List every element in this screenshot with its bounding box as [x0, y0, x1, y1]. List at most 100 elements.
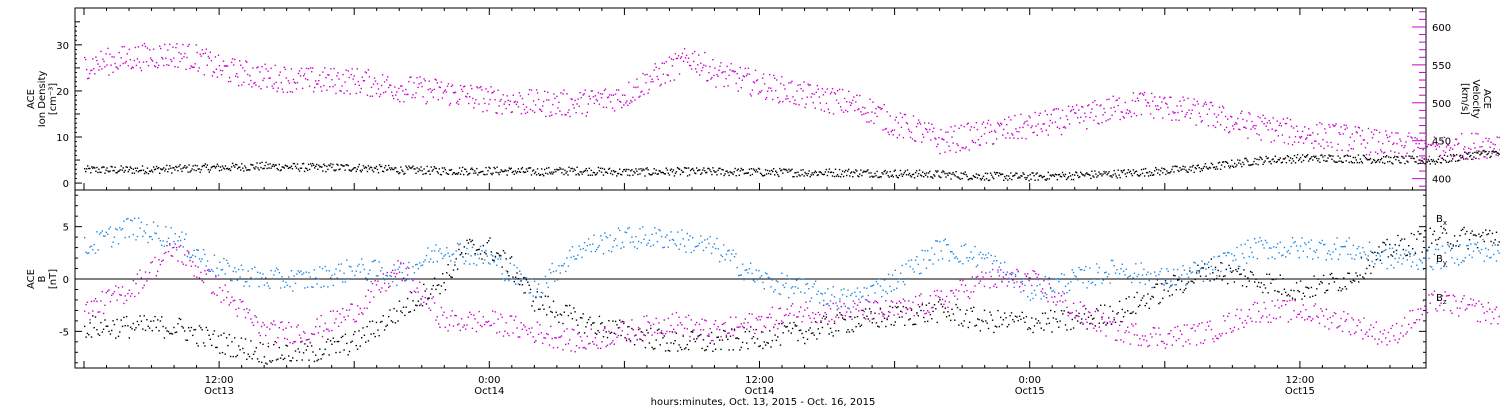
bx-point — [798, 329, 801, 332]
by-point — [1102, 279, 1105, 281]
by-point — [151, 238, 153, 241]
by-point — [801, 278, 803, 280]
by-point — [858, 298, 860, 300]
density-point — [509, 168, 511, 170]
density-point — [177, 170, 179, 172]
bx-point — [1410, 232, 1413, 235]
bx-point — [178, 317, 180, 320]
velocity-point — [1447, 144, 1450, 146]
density-point — [90, 172, 92, 174]
velocity-point — [1250, 128, 1252, 130]
density-point — [198, 168, 200, 170]
by-point — [893, 289, 895, 291]
density-point — [606, 172, 609, 174]
bx-point — [296, 359, 298, 362]
velocity-point — [892, 134, 894, 136]
density-point — [253, 167, 255, 169]
velocity-point — [909, 136, 912, 139]
density-point — [570, 167, 572, 170]
velocity-point — [187, 45, 189, 47]
density-point — [966, 175, 968, 178]
by-point — [324, 265, 326, 268]
bx-point — [692, 331, 694, 333]
density-point — [426, 165, 428, 168]
by-point — [421, 264, 424, 266]
bx-point — [1467, 248, 1469, 250]
density-point — [555, 170, 557, 173]
by-point — [462, 256, 464, 258]
bx-point — [1178, 278, 1180, 281]
by-point — [328, 270, 330, 272]
velocity-point — [1288, 136, 1291, 138]
bx-point — [1077, 320, 1079, 322]
velocity-point — [705, 65, 707, 67]
density-point — [1257, 163, 1259, 166]
density-point — [704, 170, 706, 172]
bx-point — [504, 252, 506, 254]
bx-point — [747, 348, 749, 350]
velocity-point — [1160, 107, 1162, 109]
velocity-point — [1063, 126, 1066, 128]
density-point — [454, 173, 457, 175]
by-point — [685, 251, 687, 253]
bx-point — [1493, 242, 1495, 244]
by-point — [108, 228, 110, 230]
density-point — [589, 174, 591, 176]
bx-point — [542, 304, 544, 306]
density-point — [968, 178, 970, 180]
density-point — [363, 167, 366, 169]
density-point — [228, 168, 231, 170]
density-point — [1135, 170, 1138, 172]
density-point — [403, 173, 405, 175]
velocity-point — [1470, 148, 1472, 150]
density-point — [175, 165, 177, 168]
velocity-point — [604, 88, 607, 90]
bx-point — [1293, 289, 1295, 292]
density-point — [412, 165, 414, 167]
bx-point — [328, 354, 330, 356]
velocity-point — [1234, 123, 1236, 126]
velocity-point — [1464, 146, 1466, 148]
bx-point — [955, 303, 957, 306]
density-point — [491, 173, 493, 176]
density-point — [1479, 154, 1481, 156]
by-point — [93, 243, 95, 246]
by-point — [193, 249, 195, 252]
density-point — [95, 170, 97, 172]
density-point — [601, 167, 604, 170]
velocity-point — [183, 56, 185, 58]
bx-point — [932, 310, 934, 313]
bx-point — [763, 341, 765, 343]
density-point — [1427, 159, 1429, 161]
density-point — [1399, 161, 1401, 164]
density-point — [546, 167, 548, 169]
velocity-point — [860, 111, 862, 113]
bx-point — [690, 331, 692, 333]
velocity-point — [1131, 99, 1134, 102]
density-point — [1404, 162, 1406, 165]
bx-point — [1064, 324, 1067, 326]
bx-point — [421, 305, 424, 307]
velocity-point — [449, 102, 452, 105]
bx-point — [1228, 264, 1230, 267]
density-point — [188, 164, 190, 166]
density-point — [826, 174, 829, 177]
velocity-point — [627, 104, 629, 106]
density-point — [599, 167, 602, 169]
density-point — [689, 169, 692, 172]
bx-point — [278, 346, 280, 349]
bx-point — [812, 332, 814, 334]
by-point — [550, 272, 552, 274]
bx-point — [1289, 295, 1291, 297]
density-point — [300, 167, 303, 169]
by-point — [1068, 289, 1071, 291]
density-point — [1126, 172, 1128, 174]
by-point — [198, 258, 201, 260]
density-point — [1363, 155, 1366, 157]
by-point — [1195, 270, 1198, 272]
velocity-point — [443, 90, 446, 92]
bx-point — [855, 326, 857, 328]
bx-point — [659, 344, 661, 346]
by-point — [829, 300, 832, 302]
bx-point — [908, 319, 910, 321]
